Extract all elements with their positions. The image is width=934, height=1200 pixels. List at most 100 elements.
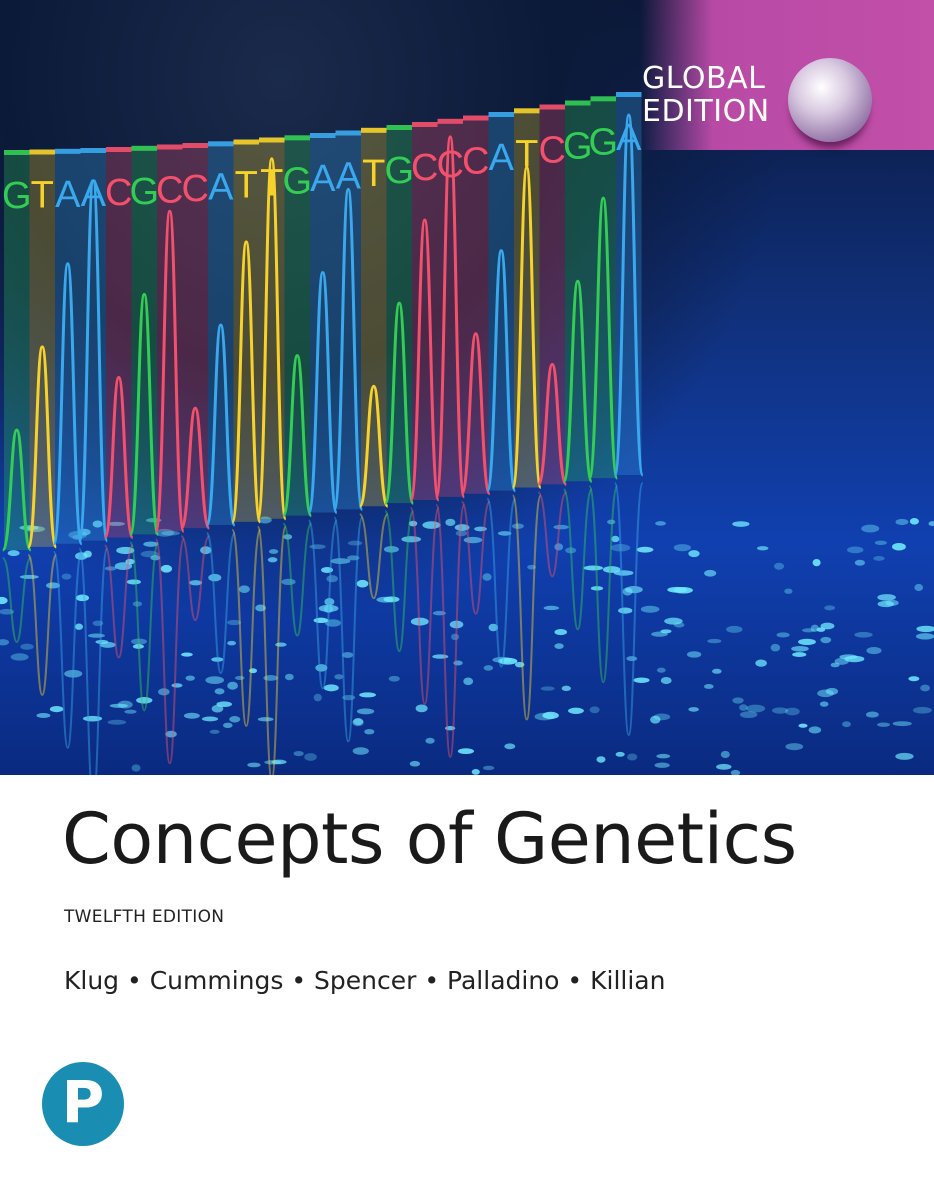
sequence-column (539, 104, 565, 485)
base-letter: G (2, 175, 32, 217)
glow-dot (432, 610, 446, 616)
base-letter: A (208, 166, 234, 208)
glow-dot (257, 717, 274, 722)
global-edition-band (640, 0, 934, 150)
glow-dot (208, 573, 222, 582)
base-letter: G (129, 171, 159, 213)
glow-dot (877, 722, 891, 727)
chromatogram-peak (587, 196, 619, 480)
glow-dot (227, 681, 238, 690)
base-letter: A (336, 156, 362, 198)
glow-dot (325, 619, 341, 627)
glow-dot (770, 643, 781, 652)
glow-dot (64, 669, 83, 678)
glow-dot (211, 704, 224, 713)
glow-dot (784, 707, 800, 716)
glow-dot (383, 596, 400, 603)
glow-dot (824, 605, 836, 611)
glow-dot (20, 643, 34, 650)
glow-dot (353, 718, 364, 726)
glow-dot (854, 631, 873, 638)
column-cap (590, 96, 616, 102)
glow-dot (716, 763, 732, 770)
glow-dot (488, 623, 499, 632)
glow-dot (211, 657, 224, 662)
glow-dot (776, 632, 790, 638)
chromatogram-peak (128, 292, 160, 536)
base-letter: C (462, 141, 489, 183)
glow-dot (275, 642, 287, 647)
chromatogram-peak (103, 375, 135, 539)
glow-dot (189, 580, 203, 586)
glow-dot (61, 573, 72, 580)
glow-dot (819, 701, 829, 707)
column-cap (412, 122, 438, 127)
glow-dot (352, 718, 364, 727)
glow-dot (892, 542, 906, 551)
glow-dot (497, 531, 512, 536)
glow-dot (865, 711, 879, 718)
glow-dot (720, 750, 730, 759)
glow-dot (568, 707, 584, 714)
glow-dot (703, 684, 714, 689)
column-cap (514, 108, 540, 114)
glow-dot (660, 677, 672, 685)
column-cap (55, 148, 81, 154)
peak-reflection (333, 516, 364, 743)
glow-dot (364, 729, 375, 735)
chromatogram-peak (460, 332, 492, 496)
glow-dot (425, 737, 435, 744)
glow-dot (267, 557, 278, 563)
sequence-column (361, 127, 387, 507)
base-letter: C (437, 144, 464, 186)
glow-dot (892, 721, 912, 727)
glow-dot (527, 564, 536, 570)
glow-dot (321, 566, 334, 574)
glow-dot (83, 550, 92, 558)
glow-dot (347, 540, 363, 546)
peak-reflection (180, 535, 211, 622)
column-cap (208, 141, 234, 147)
glow-dot (143, 541, 159, 547)
base-letter: C (182, 168, 209, 210)
column-cap (488, 112, 514, 117)
glow-dot (234, 675, 245, 681)
glow-dot (410, 617, 429, 626)
peak-reflection (562, 488, 593, 631)
glow-dot (136, 696, 153, 704)
column-cap (131, 145, 157, 151)
glow-dot (359, 692, 377, 698)
column-cap (284, 135, 310, 141)
glow-dot (238, 585, 250, 593)
glow-dot (116, 546, 135, 555)
chromatogram-peak (281, 354, 313, 518)
chromatogram-peak (154, 209, 186, 533)
glow-dot (627, 753, 638, 761)
glow-dot (792, 652, 807, 657)
column-cap (437, 118, 463, 124)
glow-dot (268, 549, 279, 554)
glow-dot (330, 558, 351, 565)
glow-dot (49, 705, 64, 713)
pearson-logo: P (42, 1062, 124, 1146)
glow-dot (323, 684, 339, 692)
base-letter: A (616, 117, 642, 159)
glow-dot (124, 709, 137, 714)
glow-dot (636, 546, 654, 553)
glow-dot (82, 715, 103, 722)
peak-reflection (1, 557, 32, 644)
sequence-column (182, 143, 208, 529)
chromatogram-peak (511, 165, 543, 489)
glow-dot (247, 762, 261, 768)
glow-dot (200, 546, 212, 555)
column-cap (157, 144, 183, 150)
glow-dot (916, 625, 934, 633)
glow-dot (293, 750, 304, 757)
glow-dot (455, 530, 468, 537)
glow-dot (596, 756, 606, 763)
glow-dot (660, 629, 672, 634)
glow-dot (10, 653, 29, 661)
glow-dot (183, 712, 200, 719)
glow-dot (388, 675, 400, 682)
glow-dot (109, 703, 128, 708)
